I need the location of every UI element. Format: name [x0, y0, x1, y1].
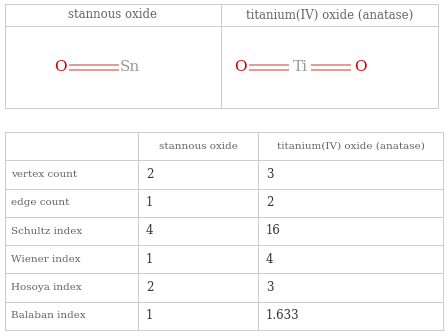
Text: titanium(IV) oxide (anatase): titanium(IV) oxide (anatase) — [246, 8, 413, 22]
Text: 4: 4 — [266, 253, 273, 266]
Text: 16: 16 — [266, 224, 281, 238]
Text: stannous oxide: stannous oxide — [159, 142, 237, 151]
Text: O: O — [234, 60, 246, 74]
Text: 3: 3 — [266, 168, 273, 181]
Text: vertex count: vertex count — [11, 170, 77, 179]
Text: Ti: Ti — [293, 60, 307, 74]
Text: Balaban index: Balaban index — [11, 311, 86, 320]
Text: 1: 1 — [146, 309, 153, 322]
Text: 3: 3 — [266, 281, 273, 294]
Text: Wiener index: Wiener index — [11, 255, 81, 264]
Text: Hosoya index: Hosoya index — [11, 283, 82, 292]
Text: titanium(IV) oxide (anatase): titanium(IV) oxide (anatase) — [276, 142, 424, 151]
Text: 2: 2 — [266, 196, 273, 209]
Text: 4: 4 — [146, 224, 154, 238]
Text: 1: 1 — [146, 253, 153, 266]
Text: O: O — [54, 60, 66, 74]
Text: stannous oxide: stannous oxide — [69, 8, 158, 22]
Text: Sn: Sn — [120, 60, 140, 74]
Text: O: O — [353, 60, 366, 74]
Text: edge count: edge count — [11, 198, 69, 207]
Text: 1: 1 — [146, 196, 153, 209]
Text: 1.633: 1.633 — [266, 309, 300, 322]
Text: 2: 2 — [146, 281, 153, 294]
Text: 2: 2 — [146, 168, 153, 181]
Text: Schultz index: Schultz index — [11, 226, 82, 236]
